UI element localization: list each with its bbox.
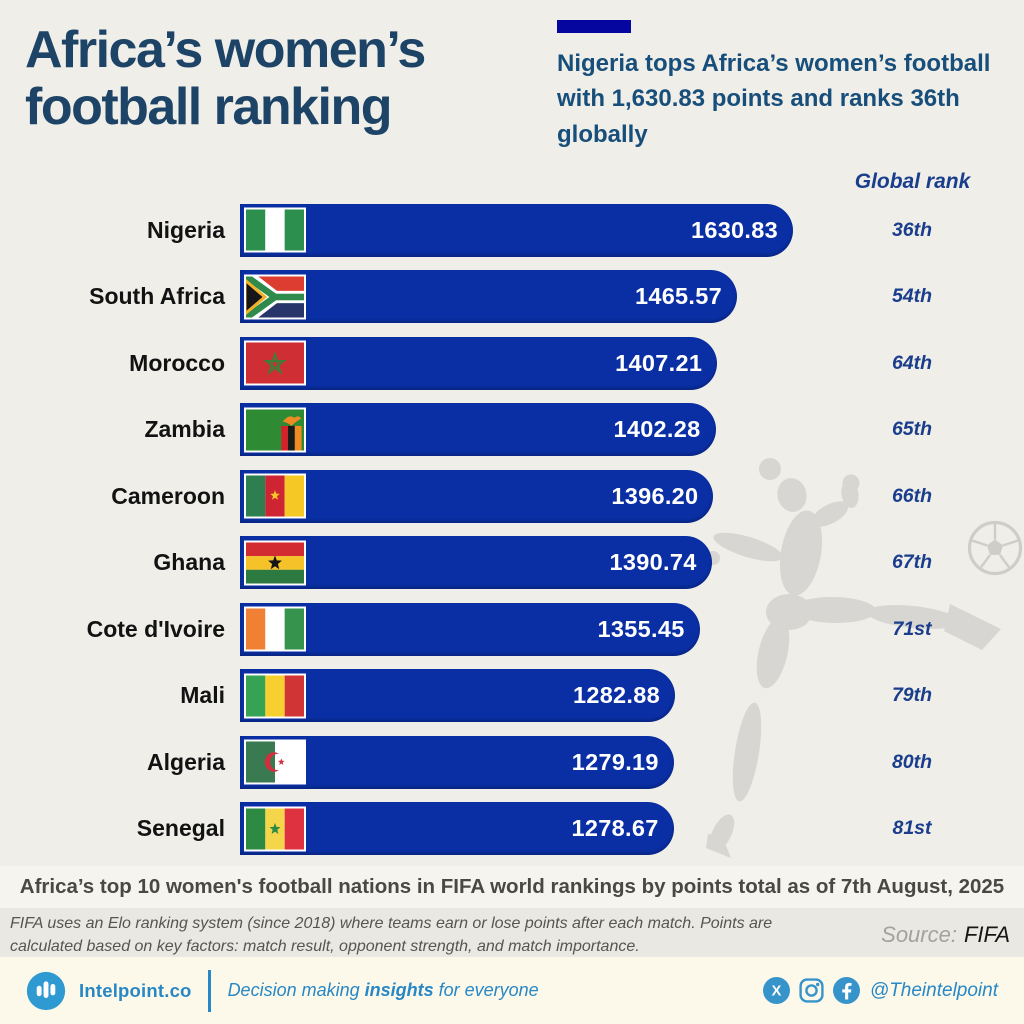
bar-rows: Nigeria 1630.83 36th South Africa 1465.5… [0, 197, 1024, 862]
country-label: Cote d'Ivoire [86, 615, 225, 642]
bar-value: 1402.28 [613, 416, 701, 443]
flag-mali [244, 673, 306, 719]
bar-value: 1407.21 [615, 349, 703, 376]
source-label: Source: [881, 922, 957, 947]
country-label: Senegal [136, 815, 225, 842]
footnote-band: FIFA uses an Elo ranking system (since 2… [0, 908, 1024, 957]
flag-zambia [244, 407, 306, 453]
points-bar: 1465.57 [240, 270, 737, 324]
x-twitter-icon: X [762, 977, 790, 1004]
flag-morocco [244, 340, 306, 386]
footnote: FIFA uses an Elo ranking system (since 2… [10, 915, 773, 955]
page-title-line2: football ranking [25, 78, 392, 137]
svg-text:X: X [772, 984, 782, 1000]
instagram-icon [799, 978, 824, 1003]
country-label: Zambia [144, 416, 225, 443]
country-label: Nigeria [147, 216, 225, 243]
global-rank: 67th [891, 551, 933, 574]
page-title: Africa’s women’s football ranking [25, 21, 426, 137]
caption: Africa’s top 10 women's football nations… [19, 875, 1005, 898]
source: Source: FIFA [881, 922, 1010, 948]
points-bar: 1279.19 [240, 735, 674, 789]
points-bar: 1278.67 [240, 802, 674, 856]
table-row: Mali 1282.88 79th [0, 663, 1024, 730]
points-bar: 1407.21 [240, 336, 718, 390]
global-rank: 65th [891, 418, 933, 441]
points-bar: 1402.28 [240, 403, 716, 457]
facebook-icon [832, 977, 860, 1004]
table-row: Nigeria 1630.83 36th [0, 197, 1024, 264]
social-icons: X [762, 977, 860, 1004]
footer-bar: Intelpoint.co Decision making insights f… [0, 957, 1024, 1024]
global-rank: 36th [891, 218, 933, 241]
source-value: FIFA [963, 922, 1010, 947]
bar-value: 1465.57 [634, 283, 722, 310]
global-rank: 71st [892, 617, 932, 640]
social-handle: @Theintelpoint [869, 979, 998, 1001]
global-rank: 66th [891, 484, 933, 507]
accent-rectangle [557, 20, 631, 33]
flag-senegal [244, 806, 306, 852]
brand-name: Intelpoint.co [79, 979, 192, 1001]
page-title-line1: Africa’s women’s [25, 21, 426, 79]
subtitle: Nigeria tops Africa’s women’s football w… [557, 50, 991, 148]
points-bar: 1355.45 [240, 602, 700, 656]
flag-cote-divoire [244, 606, 306, 652]
country-label: Ghana [153, 549, 225, 576]
global-rank: 81st [892, 817, 932, 840]
flag-south-africa [244, 274, 306, 320]
table-row: Ghana 1390.74 67th [0, 530, 1024, 597]
table-row: South Africa 1465.57 54th [0, 264, 1024, 331]
bar-value: 1279.19 [571, 748, 659, 775]
bar-value: 1278.67 [571, 815, 659, 842]
bar-value: 1355.45 [597, 615, 685, 642]
points-bar: 1390.74 [240, 536, 712, 590]
global-rank: 54th [891, 285, 933, 308]
bar-value: 1630.83 [690, 216, 778, 243]
table-row: Cameroon 1396.20 66th [0, 463, 1024, 530]
flag-cameroon [244, 473, 306, 519]
points-bar: 1282.88 [240, 669, 675, 723]
tagline: Decision making insights for everyone [227, 980, 539, 1000]
bar-value: 1390.74 [609, 549, 697, 576]
global-rank-header: Global rank [854, 170, 971, 193]
caption-band: Africa’s top 10 women's football nations… [0, 866, 1024, 908]
country-label: Cameroon [111, 482, 225, 509]
intelpoint-logo-icon [26, 971, 66, 1010]
country-label: Mali [180, 682, 225, 709]
country-label: South Africa [89, 283, 225, 310]
football-player-silhouette [706, 458, 1001, 858]
bar-value: 1282.88 [572, 682, 660, 709]
country-label: Morocco [129, 349, 225, 376]
country-label: Algeria [147, 748, 225, 775]
table-row: Algeria 1279.19 80th [0, 729, 1024, 796]
table-row: Morocco 1407.21 64th [0, 330, 1024, 397]
footer-divider [207, 969, 211, 1012]
points-bar: 1396.20 [240, 469, 714, 523]
flag-ghana [244, 540, 306, 586]
global-rank: 79th [891, 684, 933, 707]
bar-value: 1396.20 [611, 482, 699, 509]
table-row: Cote d'Ivoire 1355.45 71st [0, 596, 1024, 663]
table-row: Senegal 1278.67 81st [0, 796, 1024, 863]
football-icon [967, 520, 1023, 576]
points-bar: 1630.83 [240, 203, 793, 257]
flag-algeria [244, 739, 306, 785]
flag-nigeria [244, 207, 306, 253]
global-rank: 80th [891, 750, 933, 773]
global-rank: 64th [891, 351, 933, 374]
table-row: Zambia 1402.28 65th [0, 397, 1024, 464]
